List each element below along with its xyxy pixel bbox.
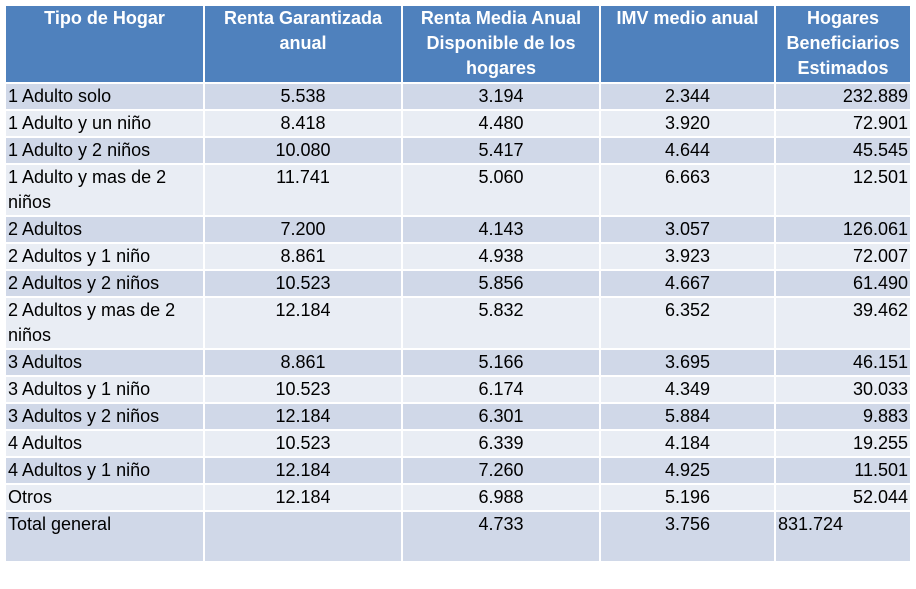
- table-row: 1 Adulto y mas de 2 niños 11.741 5.060 6.66…: [6, 165, 910, 217]
- cell-renta-garantizada: 8.861: [205, 244, 403, 271]
- cell-hogares: 45.545: [776, 138, 910, 165]
- header-row: Tipo de Hogar Renta Garantizada anual Re…: [6, 6, 910, 84]
- cell-tipo-hogar: 2 Adultos y 1 niño: [6, 244, 205, 271]
- cell-tipo-hogar: 3 Adultos: [6, 350, 205, 377]
- cell-renta-garantizada: 12.184: [205, 298, 403, 350]
- table-row: 2 Adultos y mas de 2 niños 12.184 5.832 6.3…: [6, 298, 910, 350]
- table-row: 1 Adulto y un niño 8.418 4.480 3.920 72.901: [6, 111, 910, 138]
- table-row: 2 Adultos y 1 niño 8.861 4.938 3.923 72.007: [6, 244, 910, 271]
- cell-renta-garantizada: 5.538: [205, 84, 403, 111]
- total-imv: 3.756: [601, 512, 776, 563]
- cell-hogares: 61.490: [776, 271, 910, 298]
- cell-tipo-hogar: 2 Adultos y mas de 2 niños: [6, 298, 205, 350]
- cell-hogares: 232.889: [776, 84, 910, 111]
- cell-imv: 3.057: [601, 217, 776, 244]
- cell-hogares: 52.044: [776, 485, 910, 512]
- cell-hogares: 46.151: [776, 350, 910, 377]
- cell-hogares: 72.901: [776, 111, 910, 138]
- table-row: 2 Adultos y 2 niños 10.523 5.856 4.667 61.49…: [6, 271, 910, 298]
- cell-hogares: 30.033: [776, 377, 910, 404]
- table-body: 1 Adulto solo 5.538 3.194 2.344 232.889 1 Adu…: [6, 84, 910, 563]
- cell-imv: 6.352: [601, 298, 776, 350]
- cell-renta-media: 5.832: [403, 298, 601, 350]
- cell-renta-media: 6.988: [403, 485, 601, 512]
- cell-hogares: 11.501: [776, 458, 910, 485]
- cell-hogares: 19.255: [776, 431, 910, 458]
- cell-renta-garantizada: 10.523: [205, 377, 403, 404]
- cell-imv: 3.920: [601, 111, 776, 138]
- cell-imv: 4.349: [601, 377, 776, 404]
- cell-imv: 2.344: [601, 84, 776, 111]
- cell-renta-garantizada: 12.184: [205, 458, 403, 485]
- cell-renta-media: 6.174: [403, 377, 601, 404]
- cell-hogares: 126.061: [776, 217, 910, 244]
- cell-renta-media: 6.339: [403, 431, 601, 458]
- cell-renta-garantizada: 12.184: [205, 485, 403, 512]
- cell-tipo-hogar: Otros: [6, 485, 205, 512]
- table-row: 3 Adultos y 1 niño 10.523 6.174 4.349 30.033: [6, 377, 910, 404]
- total-renta-garantizada: [205, 512, 403, 563]
- cell-imv: 4.644: [601, 138, 776, 165]
- cell-hogares: 39.462: [776, 298, 910, 350]
- cell-tipo-hogar: 4 Adultos: [6, 431, 205, 458]
- cell-renta-media: 5.856: [403, 271, 601, 298]
- cell-tipo-hogar: 3 Adultos y 2 niños: [6, 404, 205, 431]
- cell-tipo-hogar: 3 Adultos y 1 niño: [6, 377, 205, 404]
- cell-renta-garantizada: 10.080: [205, 138, 403, 165]
- cell-imv: 3.923: [601, 244, 776, 271]
- cell-renta-garantizada: 8.861: [205, 350, 403, 377]
- cell-imv: 4.184: [601, 431, 776, 458]
- cell-imv: 4.667: [601, 271, 776, 298]
- cell-renta-media: 7.260: [403, 458, 601, 485]
- cell-renta-media: 6.301: [403, 404, 601, 431]
- header-hogares-beneficiarios: Hogares Beneficiarios Estimados: [776, 6, 910, 84]
- total-row: Total general 4.733 3.756 831.724: [6, 512, 910, 563]
- cell-tipo-hogar: 2 Adultos: [6, 217, 205, 244]
- cell-tipo-hogar: 1 Adulto y mas de 2 niños: [6, 165, 205, 217]
- table-row: 3 Adultos y 2 niños 12.184 6.301 5.884 9.883: [6, 404, 910, 431]
- cell-tipo-hogar: 2 Adultos y 2 niños: [6, 271, 205, 298]
- cell-renta-media: 4.480: [403, 111, 601, 138]
- total-renta-media: 4.733: [403, 512, 601, 563]
- cell-renta-garantizada: 12.184: [205, 404, 403, 431]
- cell-tipo-hogar: 4 Adultos y 1 niño: [6, 458, 205, 485]
- cell-hogares: 12.501: [776, 165, 910, 217]
- cell-tipo-hogar: 1 Adulto y un niño: [6, 111, 205, 138]
- cell-renta-media: 4.143: [403, 217, 601, 244]
- table-row: Otros 12.184 6.988 5.196 52.044: [6, 485, 910, 512]
- cell-imv: 4.925: [601, 458, 776, 485]
- cell-renta-media: 5.417: [403, 138, 601, 165]
- cell-renta-garantizada: 10.523: [205, 271, 403, 298]
- header-renta-media: Renta Media Anual Disponible de los hoga…: [403, 6, 601, 84]
- total-hogares: 831.724: [776, 512, 910, 563]
- table-header: Tipo de Hogar Renta Garantizada anual Re…: [6, 6, 910, 84]
- table-row: 1 Adulto solo 5.538 3.194 2.344 232.889: [6, 84, 910, 111]
- cell-imv: 3.695: [601, 350, 776, 377]
- cell-tipo-hogar: 1 Adulto solo: [6, 84, 205, 111]
- cell-hogares: 72.007: [776, 244, 910, 271]
- header-renta-garantizada: Renta Garantizada anual: [205, 6, 403, 84]
- households-table: Tipo de Hogar Renta Garantizada anual Re…: [6, 6, 910, 563]
- cell-renta-garantizada: 11.741: [205, 165, 403, 217]
- cell-imv: 5.196: [601, 485, 776, 512]
- table-row: 4 Adultos y 1 niño 12.184 7.260 4.925 11.501: [6, 458, 910, 485]
- cell-renta-media: 3.194: [403, 84, 601, 111]
- table-row: 4 Adultos 10.523 6.339 4.184 19.255: [6, 431, 910, 458]
- table-row: 3 Adultos 8.861 5.166 3.695 46.151: [6, 350, 910, 377]
- cell-imv: 5.884: [601, 404, 776, 431]
- cell-imv: 6.663: [601, 165, 776, 217]
- cell-renta-media: 5.060: [403, 165, 601, 217]
- cell-renta-garantizada: 7.200: [205, 217, 403, 244]
- cell-hogares: 9.883: [776, 404, 910, 431]
- header-tipo-hogar: Tipo de Hogar: [6, 6, 205, 84]
- cell-renta-garantizada: 8.418: [205, 111, 403, 138]
- cell-tipo-hogar: 1 Adulto y 2 niños: [6, 138, 205, 165]
- table-row: 1 Adulto y 2 niños 10.080 5.417 4.644 45.545: [6, 138, 910, 165]
- cell-renta-media: 4.938: [403, 244, 601, 271]
- table-row: 2 Adultos 7.200 4.143 3.057 126.061: [6, 217, 910, 244]
- cell-renta-garantizada: 10.523: [205, 431, 403, 458]
- header-imv-medio: IMV medio anual: [601, 6, 776, 84]
- total-label: Total general: [6, 512, 205, 563]
- cell-renta-media: 5.166: [403, 350, 601, 377]
